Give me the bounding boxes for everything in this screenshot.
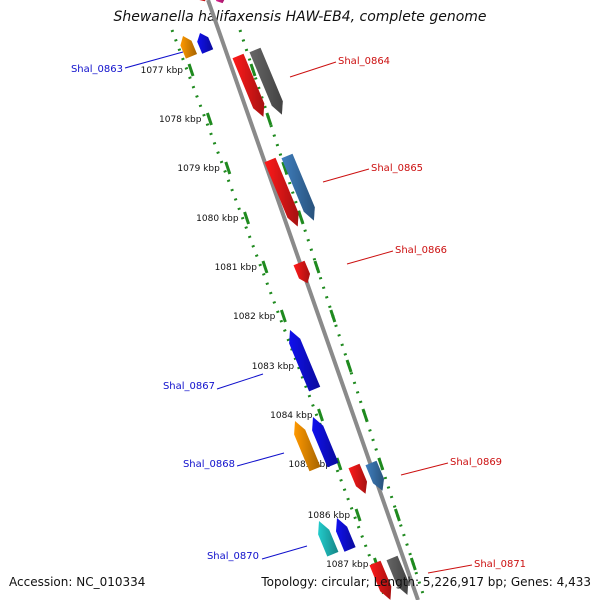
- leader-line-shal-0866: [346, 250, 394, 265]
- gene-shal-0866-shade: [293, 260, 310, 284]
- gene-steel-a-shade: [281, 153, 315, 221]
- map-layer: 1077 kbp 1078 kbp 1079 kbp 1080 kbp 1081 kbp…: [71, 0, 526, 600]
- map-title: Shewanella halifaxensis HAW-EB4, complet…: [113, 9, 487, 25]
- gene-blue-b-shade: [312, 417, 339, 468]
- tick-label: 1080 kbp: [196, 214, 239, 224]
- gene-label-shal-0865: Shal_0865: [371, 163, 423, 174]
- gene-gray-a-shade: [249, 47, 283, 115]
- major-tick: [345, 359, 353, 373]
- major-tick: [377, 457, 385, 471]
- gene-red-top-shade: [199, 0, 206, 2]
- major-tick: [313, 260, 321, 274]
- tick-label: 1079 kbp: [177, 164, 220, 174]
- gene-shal-0863-shade: [180, 36, 197, 59]
- major-tick: [297, 211, 305, 225]
- gene-blue-a-shade: [197, 33, 214, 54]
- gene-pink-shade: [215, 0, 225, 4]
- gene-label-shal-0868: Shal_0868: [183, 459, 235, 470]
- tick-label: 1083 kbp: [252, 362, 295, 372]
- gene-blue-c-shade: [336, 518, 356, 552]
- gene-shal-0870-shade: [318, 521, 339, 557]
- major-tick: [317, 408, 324, 422]
- leader-line-shal-0868: [236, 452, 285, 467]
- left-tick-dots: [170, 29, 388, 600]
- leader-line-shal-0867: [216, 373, 264, 390]
- gene-shal-0864-shade: [232, 53, 265, 117]
- major-tick: [281, 161, 289, 175]
- tick-label: 1086 kbp: [308, 511, 351, 521]
- major-tick: [243, 211, 251, 225]
- major-tick: [409, 557, 417, 571]
- major-tick: [361, 408, 369, 422]
- gene-label-shal-0870: Shal_0870: [207, 551, 259, 562]
- leader-line-shal-0864: [289, 61, 337, 78]
- major-tick: [335, 457, 343, 471]
- gene-label-shal-0869: Shal_0869: [450, 457, 502, 468]
- gene-shal-0869-shade: [348, 463, 367, 494]
- major-tick: [354, 508, 362, 522]
- gene-shal-0871-shade: [369, 560, 392, 600]
- gene-label-shal-0863: Shal_0863: [71, 64, 123, 75]
- gene-shal-0868-shade: [294, 421, 321, 472]
- tick-label: 1077 kbp: [141, 66, 184, 76]
- major-tick: [224, 161, 232, 175]
- accession-text: Accession: NC_010334: [9, 575, 146, 589]
- gene-label-shal-0867: Shal_0867: [163, 381, 215, 392]
- gene-label-shal-0864: Shal_0864: [338, 56, 390, 67]
- gene-shal-0867-shade: [289, 330, 321, 392]
- tick-label: 1082 kbp: [233, 312, 276, 322]
- major-tick: [265, 112, 273, 126]
- major-tick: [329, 309, 337, 323]
- gene-steel-b-shade: [365, 460, 384, 491]
- tick-label: 1084 kbp: [270, 411, 313, 421]
- tick-label: 1087 kbp: [326, 560, 369, 570]
- gene-shal-0865-shade: [264, 157, 299, 227]
- major-tick: [261, 260, 269, 274]
- major-tick: [249, 63, 257, 77]
- genome-summary-text: Topology: circular; Length: 5,226,917 bp…: [261, 575, 591, 589]
- leader-line-shal-0863: [124, 51, 184, 69]
- gene-label-shal-0871: Shal_0871: [474, 559, 526, 570]
- leader-line-shal-0865: [322, 168, 370, 183]
- leader-line-shal-0869: [400, 462, 449, 476]
- major-tick: [279, 309, 287, 323]
- leader-line-shal-0871: [427, 564, 473, 574]
- backbone-line: [206, 0, 420, 600]
- major-tick: [205, 112, 213, 126]
- major-tick: [393, 508, 401, 522]
- tick-label: 1078 kbp: [159, 115, 202, 125]
- tick-label: 1081 kbp: [215, 263, 258, 273]
- gene-label-shal-0866: Shal_0866: [395, 245, 447, 256]
- major-tick: [187, 63, 195, 77]
- leader-line-shal-0870: [261, 545, 308, 560]
- gene-gray-b-shade: [386, 555, 409, 595]
